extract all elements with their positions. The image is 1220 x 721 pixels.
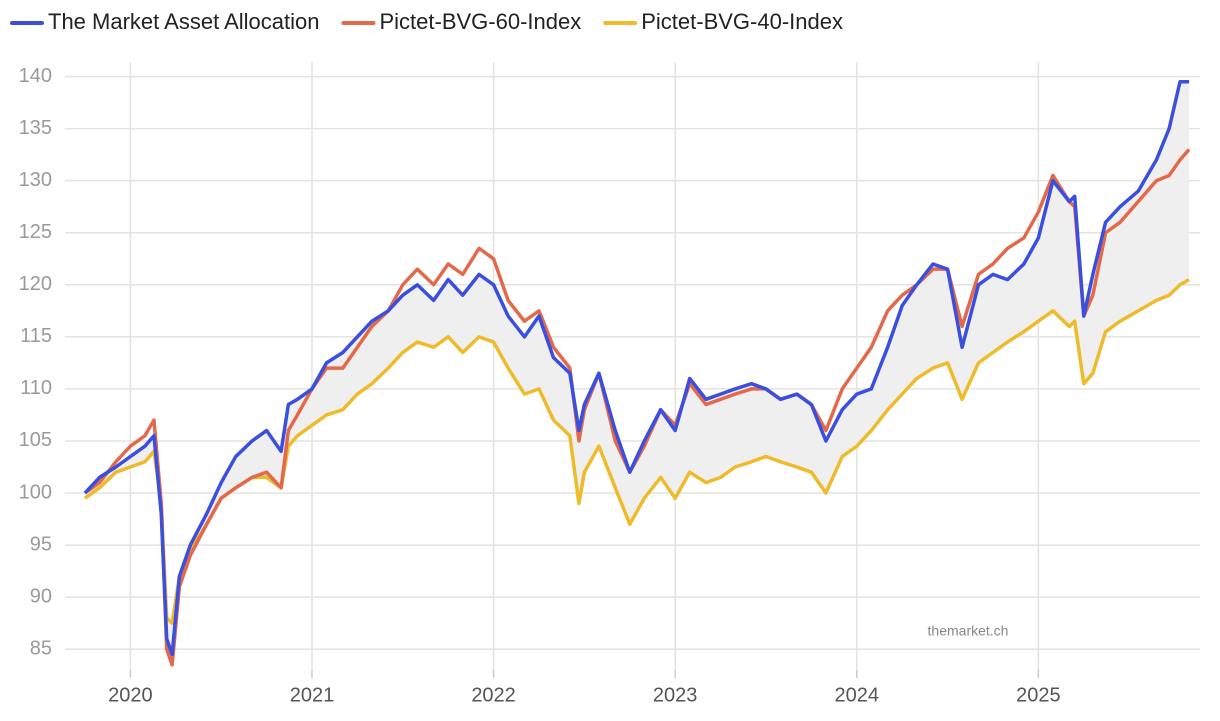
x-tick-label: 2023	[653, 684, 698, 706]
legend-label: Pictet-BVG-40-Index	[641, 9, 843, 34]
y-tick-label: 90	[30, 585, 52, 607]
series-line	[83, 80, 1190, 657]
y-tick-label: 125	[19, 221, 52, 243]
y-tick-label: 135	[19, 117, 52, 139]
x-tick-label: 2025	[1016, 684, 1061, 706]
y-tick-label: 85	[30, 637, 52, 659]
band	[84, 81, 1190, 655]
x-tick-label: 2020	[108, 684, 153, 706]
x-tick-label: 2024	[835, 684, 880, 706]
y-tick-label: 100	[19, 481, 52, 503]
x-tick-label: 2022	[471, 684, 516, 706]
y-tick-label: 95	[30, 533, 52, 555]
y-tick-label: 115	[20, 325, 52, 347]
watermark: themarket.ch	[928, 623, 1009, 639]
legend-label: The Market Asset Allocation	[48, 9, 319, 34]
x-tick-label: 2021	[290, 684, 335, 706]
y-tick-label: 130	[19, 169, 52, 191]
legend-label: Pictet-BVG-60-Index	[379, 9, 581, 34]
y-tick-label: 110	[20, 377, 52, 399]
y-tick-label: 140	[19, 65, 52, 87]
y-tick-label: 120	[19, 273, 52, 295]
y-tick-label: 105	[19, 429, 52, 451]
series-line	[83, 148, 1191, 667]
